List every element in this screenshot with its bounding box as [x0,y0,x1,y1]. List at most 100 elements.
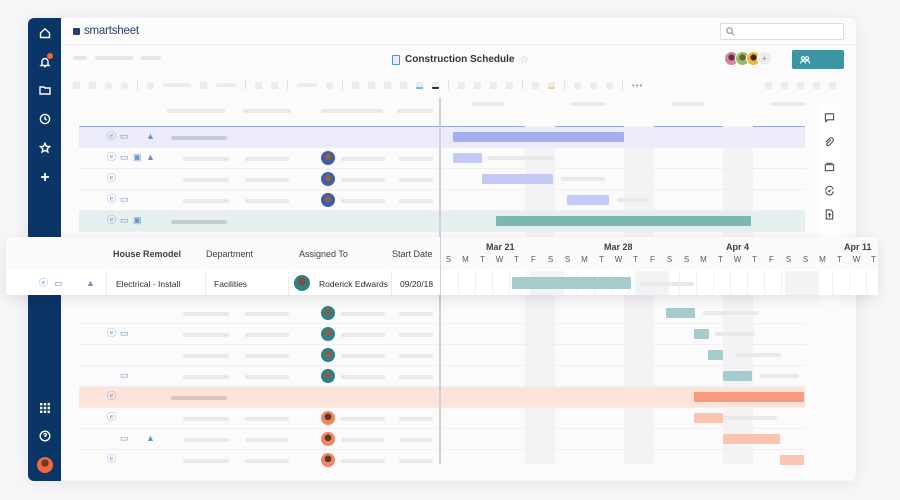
smartsheet-logo[interactable]: smartsheet [73,25,139,37]
breadcrumb [73,56,161,60]
task-name-cell[interactable]: Electrical - Install [116,279,181,289]
add-collaborator-icon[interactable]: + [757,51,772,66]
sheet-title: Construction Schedule ☆ [392,53,529,66]
attachment-icon[interactable] [824,135,836,147]
toolbar-button[interactable] [781,81,788,89]
toolbar-button[interactable] [532,81,539,89]
toolbar-button[interactable] [255,81,262,89]
people-icon [800,55,810,64]
toolbar-button[interactable] [574,81,581,89]
comment-icon[interactable]: ▭ [54,278,63,288]
user-avatar[interactable] [28,455,61,475]
attachment-icon[interactable]: ⓔ [39,278,49,288]
bell-icon[interactable] [28,52,61,72]
department-cell[interactable]: Facilities [214,279,248,289]
fill-color-button[interactable] [432,81,439,89]
help-icon[interactable] [28,426,61,446]
toolbar-button[interactable] [829,81,836,89]
share-button[interactable] [792,50,844,69]
toolbar-button[interactable] [400,81,407,89]
toolbar-button[interactable] [271,81,278,89]
star-icon[interactable] [28,138,61,158]
table-row[interactable]: ⓔ [79,408,805,429]
toolbar-button[interactable] [458,81,465,89]
comment-icon[interactable]: ▭ [120,131,129,141]
more-options-icon[interactable]: ••• [632,80,644,90]
toolbar-button[interactable] [474,81,481,89]
toolbar-button[interactable] [606,81,613,89]
clock-icon[interactable] [28,109,61,129]
toolbar-button[interactable] [765,81,772,89]
table-row[interactable]: ⓔ [79,450,805,471]
favorite-star-icon[interactable]: ☆ [519,54,530,66]
home-icon[interactable] [28,23,61,43]
table-row[interactable] [79,303,805,324]
assignee-avatar [321,348,335,362]
focused-row-card: House Remodel Department Assigned To Sta… [6,237,878,295]
assignee-avatar [321,172,335,186]
publish-icon[interactable] [824,207,836,220]
column-header-assigned-to[interactable]: Assigned To [299,249,348,259]
text-color-button[interactable] [416,81,423,89]
toolbar-button[interactable] [506,81,513,89]
toolbar-button[interactable] [73,81,80,89]
table-row[interactable]: ⓔ ▭ [79,324,805,345]
highlight-button[interactable] [548,81,555,89]
toolbar-button[interactable] [490,81,497,89]
toolbar-dropdown[interactable] [163,83,191,87]
toolbar-button[interactable] [797,81,804,89]
focused-gantt-bar[interactable] [512,277,631,289]
toolbar-dropdown[interactable] [216,83,236,87]
collaborator-avatars[interactable]: + [724,51,772,66]
table-row-summary[interactable]: ⓔ ▭ ▲ [79,127,805,148]
column-header-department[interactable]: Department [206,249,254,259]
brand-name: smartsheet [84,25,139,37]
table-row[interactable]: ▭ [79,366,805,387]
table-row-summary[interactable]: ⓔ [79,387,805,408]
search-input[interactable] [720,23,844,40]
proofing-icon[interactable] [824,159,836,172]
start-date-cell[interactable]: 09/20/18 [400,279,434,289]
toolbar-button[interactable] [384,81,391,89]
toolbar-button[interactable] [200,81,207,89]
table-row[interactable] [79,345,805,366]
toolbar-button[interactable] [121,81,128,89]
comment-icon[interactable] [824,110,836,123]
toolbar-button[interactable] [813,81,820,89]
reminder-bell-icon[interactable]: ▲ [146,131,155,141]
toolbar-button[interactable] [326,81,333,89]
table-row[interactable]: ⓔ ▭ [79,190,805,211]
plus-icon[interactable] [28,167,61,187]
column-header-house-remodel[interactable]: House Remodel [113,249,182,259]
column-header-start-date[interactable]: Start Date [392,249,433,259]
sheet-title-text: Construction Schedule [405,54,515,65]
toolbar-button[interactable] [368,81,375,89]
reminder-bell-icon[interactable]: ▲ [86,278,95,288]
assignee-avatar [321,193,335,207]
table-row[interactable]: ▭ ▲ [79,429,805,450]
toolbar-dropdown[interactable] [297,83,317,87]
toolbar-button[interactable] [147,81,154,89]
month-label: Mar 28 [604,242,633,252]
apps-grid-icon[interactable] [28,398,61,418]
toolbar-button[interactable] [89,81,96,89]
logo-mark-icon [73,27,80,35]
folder-icon[interactable] [28,80,61,100]
table-row[interactable]: ⓔ ▭ ▣ ▲ [79,148,805,169]
assigned-to-cell[interactable]: Roderick Edwards [319,279,388,289]
assignee-avatar [321,453,335,467]
toolbar-button[interactable] [590,81,597,89]
assignee-avatar [321,432,335,446]
assignee-avatar [321,411,335,425]
assignee-avatar [321,327,335,341]
focused-table-row[interactable]: ⓔ ▭ ▲ [6,271,878,295]
header-divider [61,44,856,45]
toolbar-button[interactable] [105,81,112,89]
notification-badge [47,53,53,59]
table-row-summary[interactable]: ⓔ ▭ ▣ [79,211,805,232]
update-request-icon[interactable] [824,183,836,196]
table-row[interactable]: ⓔ [79,169,805,190]
toolbar-button[interactable] [352,81,359,89]
assignee-avatar [321,369,335,383]
attachment-icon[interactable]: ⓔ [107,131,117,141]
